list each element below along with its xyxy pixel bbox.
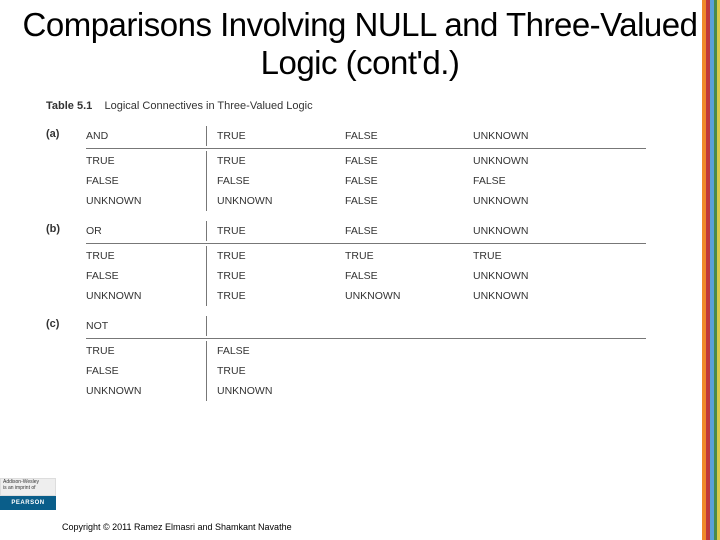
value-cell: UNKNOWN	[345, 286, 473, 306]
operand-cell: UNKNOWN	[86, 381, 196, 401]
group-label: (b)	[46, 221, 86, 241]
divider	[206, 191, 207, 211]
value-cell: FALSE	[345, 266, 473, 286]
table-row: UNKNOWNUNKNOWNFALSEUNKNOWN	[46, 191, 686, 211]
column-header: UNKNOWN	[473, 126, 601, 146]
column-header: TRUE	[217, 126, 345, 146]
logic-table: Table 5.1 Logical Connectives in Three-V…	[46, 100, 686, 411]
divider	[86, 148, 646, 149]
group-label: (a)	[46, 126, 86, 146]
publisher-logo: Addison-Wesley is an imprint of PEARSON	[0, 478, 56, 534]
decorative-stripe-right	[702, 0, 720, 540]
value-cell: UNKNOWN	[473, 286, 601, 306]
column-header	[217, 316, 345, 336]
value-cell: TRUE	[345, 246, 473, 266]
operand-cell: FALSE	[86, 266, 196, 286]
operator-header: AND	[86, 126, 196, 146]
divider	[86, 243, 646, 244]
column-header: FALSE	[345, 221, 473, 241]
slide-title: Comparisons Involving NULL and Three-Val…	[0, 0, 720, 82]
divider	[206, 286, 207, 306]
value-cell: UNKNOWN	[473, 266, 601, 286]
table-row: TRUE FALSE	[46, 341, 686, 361]
divider	[206, 221, 207, 241]
value-cell: UNKNOWN	[217, 191, 345, 211]
value-cell: TRUE	[217, 246, 345, 266]
operand-cell: UNKNOWN	[86, 191, 196, 211]
operator-header: NOT	[86, 316, 196, 336]
divider	[206, 266, 207, 286]
value-cell: TRUE	[217, 361, 345, 381]
divider	[206, 361, 207, 381]
table-row: TRUETRUETRUETRUE	[46, 246, 686, 266]
table-row: FALSEFALSEFALSEFALSE	[46, 171, 686, 191]
divider	[206, 341, 207, 361]
table-row: TRUETRUEFALSEUNKNOWN	[46, 151, 686, 171]
operand-cell: TRUE	[86, 246, 196, 266]
divider	[206, 381, 207, 401]
operand-cell: FALSE	[86, 361, 196, 381]
operator-header: OR	[86, 221, 196, 241]
divider	[206, 171, 207, 191]
operand-cell: FALSE	[86, 171, 196, 191]
divider	[206, 246, 207, 266]
divider	[206, 316, 207, 336]
publisher-sub: is an imprint of	[3, 486, 53, 492]
copyright-text: Copyright © 2011 Ramez Elmasri and Shamk…	[62, 522, 292, 532]
table-header-row: (b)OR TRUEFALSEUNKNOWN	[46, 221, 686, 241]
divider	[86, 338, 646, 339]
value-cell: UNKNOWN	[217, 381, 345, 401]
table-header-row: (a)AND TRUEFALSEUNKNOWN	[46, 126, 686, 146]
value-cell: TRUE	[217, 286, 345, 306]
table-caption-text: Logical Connectives in Three-Valued Logi…	[105, 100, 313, 112]
table-header-row: (c)NOT	[46, 316, 686, 336]
slide-footer: Addison-Wesley is an imprint of PEARSON …	[0, 494, 720, 534]
value-cell: FALSE	[345, 191, 473, 211]
value-cell: FALSE	[345, 151, 473, 171]
table-group: (a)ANDTRUEFALSEUNKNOWNTRUETRUEFALSEUNKNO…	[46, 126, 686, 211]
divider	[206, 126, 207, 146]
value-cell: TRUE	[217, 266, 345, 286]
value-cell: UNKNOWN	[473, 191, 601, 211]
value-cell: FALSE	[473, 171, 601, 191]
column-header: UNKNOWN	[473, 221, 601, 241]
value-cell: TRUE	[473, 246, 601, 266]
table-caption: Table 5.1 Logical Connectives in Three-V…	[46, 100, 686, 112]
table-number: Table 5.1	[46, 100, 92, 112]
column-header: FALSE	[345, 126, 473, 146]
column-header: TRUE	[217, 221, 345, 241]
table-group: (c)NOTTRUEFALSEFALSETRUEUNKNOWNUNKNOWN	[46, 316, 686, 401]
operand-cell: TRUE	[86, 341, 196, 361]
table-row: FALSETRUEFALSEUNKNOWN	[46, 266, 686, 286]
value-cell: FALSE	[217, 341, 345, 361]
operand-cell: UNKNOWN	[86, 286, 196, 306]
table-group: (b)ORTRUEFALSEUNKNOWNTRUETRUETRUETRUEFAL…	[46, 221, 686, 306]
value-cell: UNKNOWN	[473, 151, 601, 171]
value-cell: TRUE	[217, 151, 345, 171]
operand-cell: TRUE	[86, 151, 196, 171]
value-cell: FALSE	[217, 171, 345, 191]
table-row: FALSE TRUE	[46, 361, 686, 381]
group-label: (c)	[46, 316, 86, 336]
table-row: UNKNOWN UNKNOWN	[46, 381, 686, 401]
divider	[206, 151, 207, 171]
publisher-brand: PEARSON	[0, 496, 56, 510]
table-row: UNKNOWNTRUEUNKNOWNUNKNOWN	[46, 286, 686, 306]
value-cell: FALSE	[345, 171, 473, 191]
